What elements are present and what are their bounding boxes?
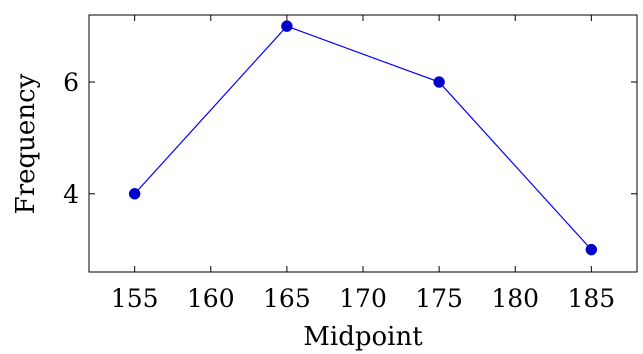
- x-tick-label: 165: [263, 284, 311, 313]
- series-layer: [128, 20, 598, 256]
- x-axis: 155 160 165 170 175 180 185: [111, 15, 615, 313]
- y-axis-title: Frequency: [11, 73, 41, 214]
- x-tick-label: 185: [567, 284, 615, 313]
- x-tick-label: 160: [187, 284, 235, 313]
- x-axis-title: Midpoint: [303, 322, 423, 352]
- x-tick-label: 180: [491, 284, 539, 313]
- x-tick-label: 155: [111, 284, 159, 313]
- y-tick-label: 6: [63, 68, 79, 97]
- x-tick-label: 170: [339, 284, 387, 313]
- data-point: [585, 243, 598, 256]
- data-point: [281, 20, 293, 32]
- data-point: [128, 188, 141, 200]
- series-line: [134, 25, 592, 251]
- x-tick-label: 175: [415, 284, 463, 313]
- y-axis: 46: [63, 68, 637, 209]
- data-point: [433, 76, 445, 88]
- y-tick-label: 4: [63, 180, 79, 209]
